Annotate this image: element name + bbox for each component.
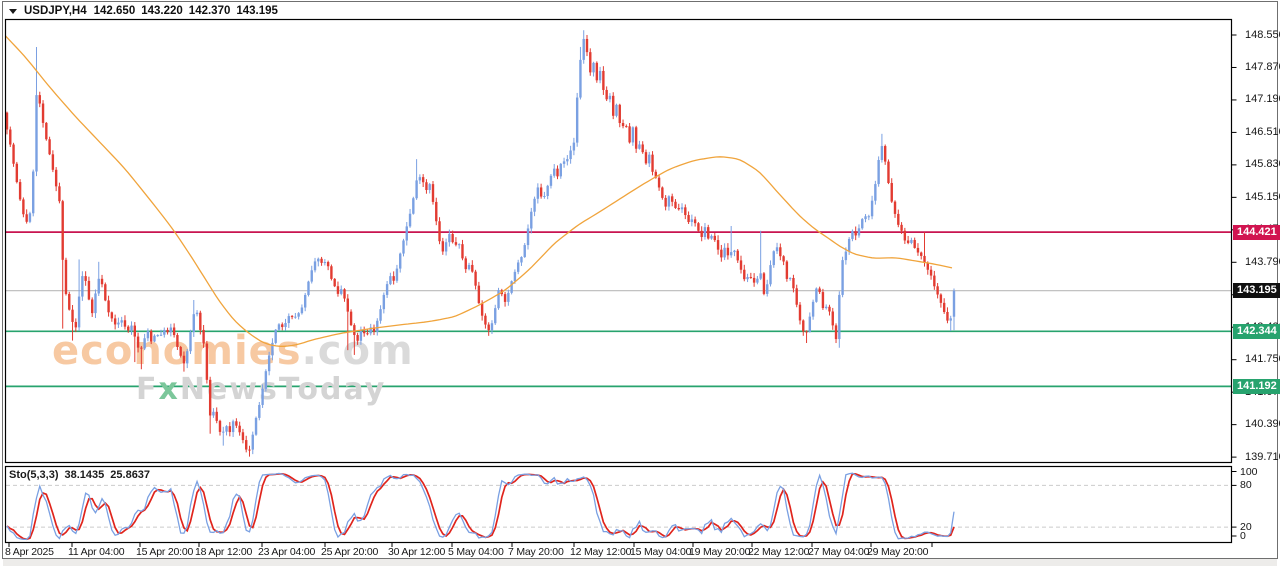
bar-low-value: 142.370 — [188, 4, 231, 17]
price-tick-label: 147.870 — [1245, 60, 1280, 73]
bar-close-value: 143.195 — [236, 4, 278, 17]
stochastic-scale-label: 80 — [1240, 479, 1252, 492]
chart-title-bar: USDJPY,H4 142.650 143.220 142.370 143.19… — [9, 4, 278, 17]
candlesticks[interactable] — [6, 30, 956, 457]
time-tick-label: 27 May 04:00 — [808, 546, 870, 558]
price-tick-label: 143.790 — [1245, 255, 1280, 268]
stochastic-name: Sto(5,3,3) — [9, 469, 59, 481]
stochastic-scale-label: 100 — [1240, 465, 1258, 478]
time-tick-label: 19 May 20:00 — [689, 546, 751, 558]
price-level-badge-143.195: 143.195 — [1233, 283, 1280, 299]
price-level-badge-141.192: 141.192 — [1233, 378, 1280, 394]
time-tick-label: 18 Apr 12:00 — [195, 546, 253, 558]
time-tick-label: 25 Apr 20:00 — [321, 546, 379, 558]
price-tick-label: 141.750 — [1245, 353, 1280, 366]
price-tick-label: 140.390 — [1245, 418, 1280, 431]
window-bottom-strip — [3, 559, 1277, 566]
time-tick-label: 22 May 12:00 — [748, 546, 810, 558]
bar-open-value: 142.650 — [93, 4, 136, 17]
symbol-period-label: USDJPY,H4 — [24, 4, 87, 17]
time-tick-label: 15 Apr 20:00 — [136, 546, 194, 558]
time-tick-label: 11 Apr 04:00 — [68, 546, 125, 558]
time-tick-label: 12 May 12:00 — [570, 546, 632, 558]
stochastic-k-value: 38.1435 — [64, 469, 105, 481]
time-tick-label: 7 May 20:00 — [508, 546, 564, 558]
stochastic-scale-label: 20 — [1240, 521, 1252, 534]
symbol-dropdown-icon[interactable] — [9, 8, 17, 14]
bar-high-value: 143.220 — [141, 4, 183, 17]
stochastic-signal-line — [6, 472, 955, 541]
time-tick-label: 5 May 04:00 — [448, 546, 504, 558]
time-tick-label: 30 Apr 12:00 — [388, 546, 446, 558]
time-tick-label: 15 May 04:00 — [630, 546, 692, 558]
stochastic-title: Sto(5,3,3) 38.1435 25.8637 — [9, 469, 150, 481]
watermark-fxnewstoday: FxNewsToday — [136, 372, 386, 407]
price-tick-label: 139.710 — [1245, 450, 1280, 463]
price-tick-label: 145.830 — [1245, 158, 1280, 171]
time-tick-label: 23 Apr 04:00 — [258, 546, 316, 558]
price-tick-label: 146.510 — [1245, 125, 1280, 138]
stochastic-main-line — [6, 472, 955, 541]
time-tick-label: 8 Apr 2025 — [5, 546, 54, 558]
price-tick-label: 145.150 — [1245, 190, 1280, 203]
price-tick-label: 147.190 — [1245, 93, 1280, 106]
moving-average-line[interactable] — [0, 30, 953, 347]
watermark-economies: economies.com — [52, 328, 414, 374]
price-tick-label: 148.550 — [1245, 28, 1280, 41]
stochastic-lines[interactable] — [6, 472, 1231, 541]
stochastic-d-value: 25.8637 — [110, 469, 151, 481]
time-tick-label: 29 May 20:00 — [867, 546, 929, 558]
stochastic-scale-label: 0 — [1240, 530, 1246, 542]
price-level-badge-144.421: 144.421 — [1233, 224, 1280, 240]
price-level-badge-142.344: 142.344 — [1233, 323, 1280, 339]
